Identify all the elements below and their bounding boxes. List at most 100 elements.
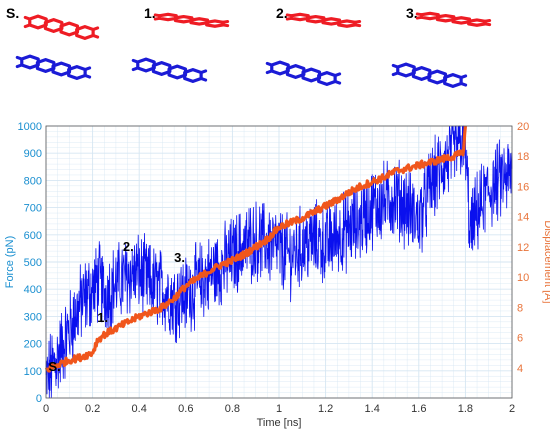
ring	[136, 57, 156, 73]
ring	[301, 67, 322, 83]
ring	[167, 64, 188, 80]
ring	[290, 12, 310, 22]
ring	[285, 64, 306, 79]
bond	[483, 19, 492, 23]
ring	[205, 19, 225, 28]
left-axis-ticks: 0 100 200 300 400 500 600 700 800 900 1000	[18, 121, 42, 405]
x-tick-label: 1.6	[411, 403, 426, 415]
displacement-series-line	[44, 125, 467, 373]
top-molecule	[415, 11, 492, 27]
ring	[173, 14, 194, 24]
bottom-molecule	[131, 57, 208, 83]
force-series-layer	[45, 125, 513, 399]
ring	[451, 16, 472, 25]
ring	[467, 18, 487, 27]
panel-label: 1.	[144, 5, 156, 21]
ring	[151, 61, 172, 76]
ring	[158, 12, 178, 22]
right-axis-label: Displacement [A]	[542, 220, 550, 303]
bond	[199, 69, 208, 75]
right-tick-label: 8	[517, 302, 523, 314]
left-tick-label: 800	[24, 175, 42, 187]
bond	[353, 20, 362, 24]
state-annotation: S.	[48, 359, 60, 374]
ring	[20, 54, 40, 70]
left-tick-label: 900	[24, 148, 42, 160]
top-molecule	[153, 12, 230, 28]
bond	[91, 33, 100, 39]
right-tick-label: 20	[517, 121, 529, 133]
panel-label: 3.	[406, 5, 418, 21]
ring	[183, 68, 203, 83]
ring	[337, 19, 357, 28]
top-molecule	[23, 14, 100, 40]
right-tick-label: 14	[517, 212, 529, 224]
bond	[285, 13, 294, 18]
right-tick-label: 6	[517, 333, 523, 345]
left-tick-label: 1000	[18, 121, 42, 133]
state-annotation: 2.	[123, 239, 134, 254]
panel-label: 2.	[276, 5, 288, 21]
bond	[415, 12, 424, 17]
x-tick-label: 0	[43, 403, 49, 415]
bond	[265, 69, 274, 75]
bond	[415, 15, 424, 20]
molecule-panel: 2.	[265, 5, 362, 86]
ring	[270, 60, 290, 76]
force-displacement-chart: 0 0.2 0.4 0.6 0.8 1 1.2 1.4 1.6 1.8 2 010020030040…	[4, 121, 550, 429]
x-tick-label: 2	[509, 403, 515, 415]
left-tick-label: 700	[24, 203, 42, 215]
bond	[391, 71, 400, 77]
bond	[23, 23, 32, 29]
bond	[353, 23, 362, 28]
force-series-line	[45, 125, 513, 399]
x-axis-ticks: 0 0.2 0.4 0.6 0.8 1 1.2 1.4 1.6 1.8 2	[43, 403, 515, 415]
bond	[221, 20, 230, 24]
right-tick-label: 4	[517, 363, 523, 375]
ring	[43, 18, 64, 33]
molecule-panel: S.	[6, 5, 100, 80]
bond	[333, 72, 342, 78]
bond	[285, 16, 294, 21]
molecule-panels: S. 1. 2. 3.	[6, 5, 492, 88]
ring	[59, 21, 80, 37]
left-tick-label: 0	[36, 393, 42, 405]
state-annotations: S. 1. 2. 3.	[48, 239, 185, 374]
bond	[83, 66, 92, 72]
state-annotation: 3.	[174, 250, 185, 265]
ring	[435, 13, 456, 23]
left-tick-label: 200	[24, 339, 42, 351]
bond	[153, 13, 162, 18]
x-tick-label: 1.8	[458, 403, 473, 415]
left-tick-label: 300	[24, 311, 42, 323]
x-tick-label: 0.4	[132, 403, 147, 415]
x-axis-label: Time [ns]	[257, 417, 302, 429]
plot-frame	[45, 125, 513, 399]
right-tick-label: 12	[517, 242, 529, 254]
bond	[83, 73, 92, 79]
bond	[459, 81, 468, 87]
right-axis-ticks: 4 6 8 10 12 14 16 18 20	[517, 121, 529, 375]
bond	[23, 15, 32, 21]
bottom-molecule	[265, 60, 342, 86]
bond	[91, 26, 100, 32]
bond	[199, 76, 208, 82]
ring	[189, 17, 210, 26]
x-tick-label: 1.4	[365, 403, 380, 415]
ring	[427, 69, 448, 85]
state-annotation: 1.	[97, 310, 108, 325]
top-molecule	[285, 12, 362, 28]
molecule-panel: 3.	[391, 5, 492, 88]
left-tick-label: 100	[24, 366, 42, 378]
bond	[459, 74, 468, 80]
left-axis-label: Force (pN)	[4, 236, 16, 289]
ring	[305, 14, 326, 24]
bond	[483, 22, 492, 27]
bottom-molecule	[391, 62, 468, 88]
bond	[265, 61, 274, 67]
bond	[153, 16, 162, 21]
bond	[221, 23, 230, 28]
x-tick-label: 1.2	[318, 403, 333, 415]
bond	[131, 58, 140, 64]
